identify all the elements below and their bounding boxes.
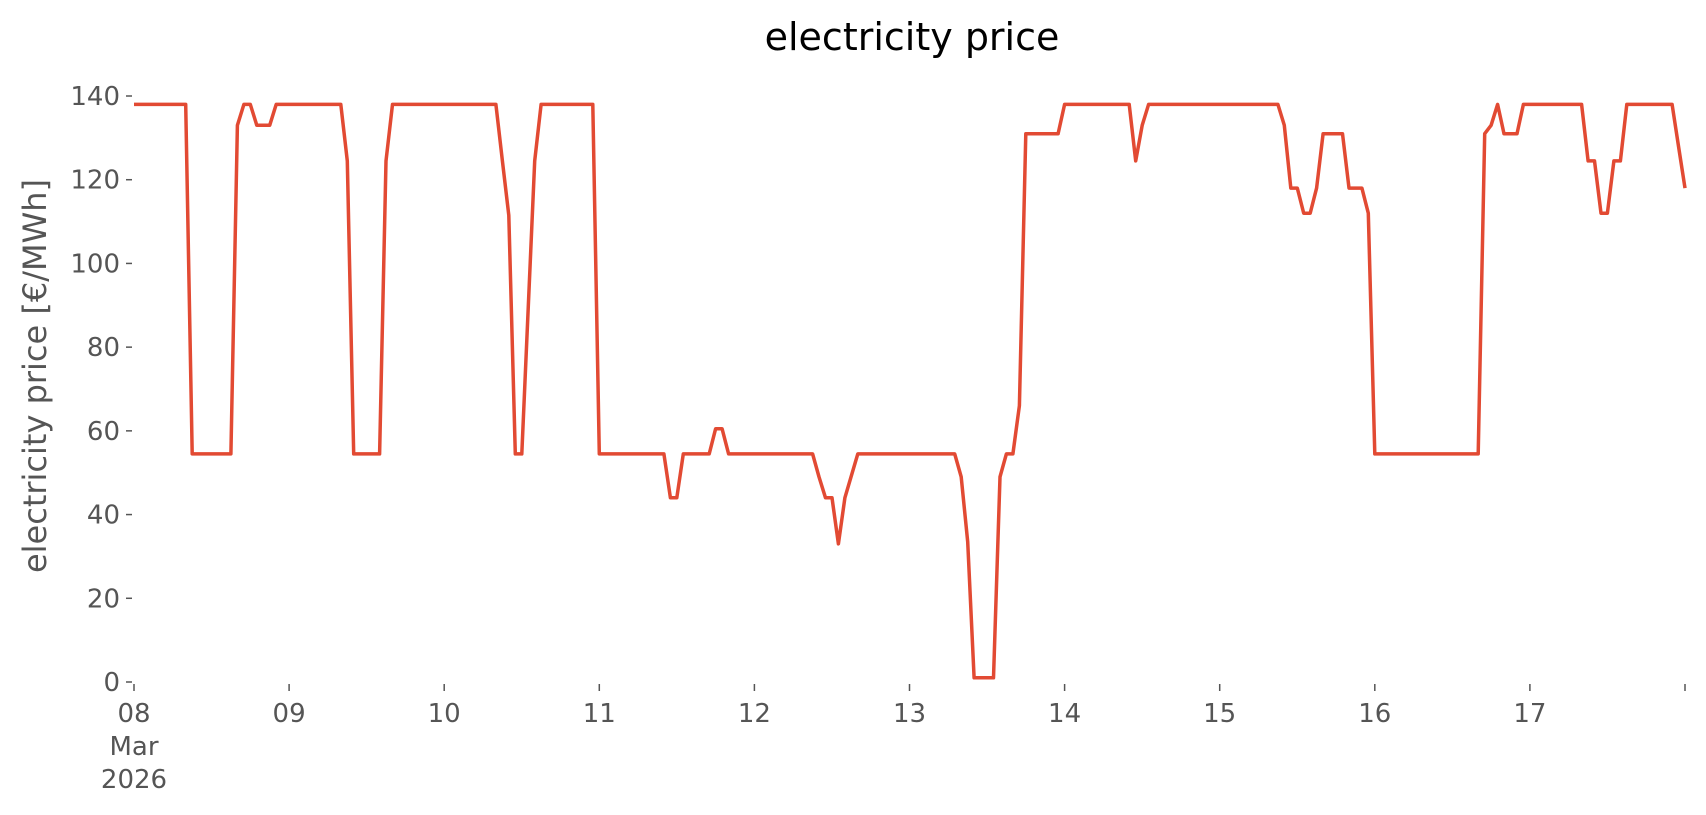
y-tick-label: 100 [70, 249, 120, 279]
y-tick-label: 120 [70, 166, 120, 196]
x-tick-label: Mar [109, 732, 158, 762]
x-tick-label: 12 [738, 699, 771, 729]
y-tick-label: 40 [87, 501, 120, 531]
y-tick-label: 80 [87, 333, 120, 363]
x-tick-label: 09 [273, 699, 306, 729]
plot-area [134, 102, 1687, 680]
y-tick-label: 20 [87, 584, 120, 614]
x-tick-label: 2026 [101, 765, 167, 795]
x-tick-label: 08 [117, 699, 150, 729]
y-axis-label: electricity price [€/MWh] [16, 179, 54, 573]
y-tick-label: 140 [70, 82, 120, 112]
price-series-line [134, 102, 1687, 680]
x-tick-label: 11 [583, 699, 616, 729]
y-tick-label: 60 [87, 417, 120, 447]
x-tick-label: 10 [428, 699, 461, 729]
x-tick-label: 17 [1513, 699, 1546, 729]
y-tick-label: 0 [103, 668, 120, 698]
x-tick-label: 15 [1203, 699, 1236, 729]
x-tick-label: 13 [893, 699, 926, 729]
y-axis: 0 20 40 60 80 100 120 140 [70, 82, 132, 698]
chart-title: electricity price [765, 15, 1060, 59]
x-tick-label: 14 [1048, 699, 1081, 729]
x-tick-label: 16 [1358, 699, 1391, 729]
